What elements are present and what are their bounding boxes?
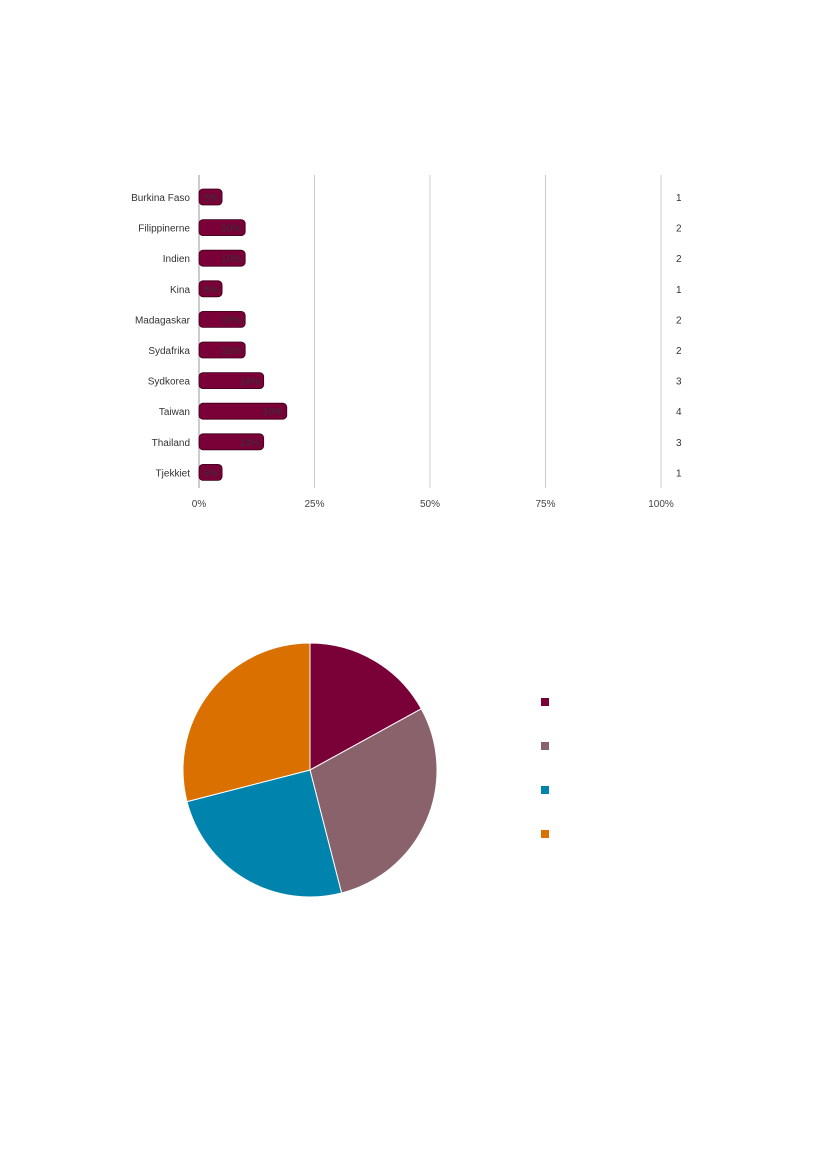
- category-label: Madagaskar: [135, 315, 191, 326]
- pie-chart: [182, 642, 549, 898]
- x-tick-label: 25%: [304, 499, 324, 510]
- x-tick-label: 50%: [420, 499, 440, 510]
- bar-data-label: 10%: [221, 346, 241, 357]
- count-label: 2: [676, 315, 682, 326]
- bar-data-label: 10%: [221, 315, 241, 326]
- bar: [198, 341, 246, 359]
- bar: [198, 188, 223, 206]
- category-label: Filippinerne: [138, 224, 190, 235]
- bar-data-label: 14%: [240, 438, 260, 449]
- pie-slice: [186, 769, 343, 898]
- x-tick-label: 75%: [535, 499, 555, 510]
- pie-slice: [309, 642, 422, 771]
- x-tick-label: 100%: [648, 499, 674, 510]
- bar: [198, 372, 265, 390]
- bar-data-label: 10%: [221, 254, 241, 265]
- bar: [198, 402, 288, 420]
- pie-slice: [309, 708, 438, 894]
- count-label: 3: [676, 377, 682, 388]
- bar-gridlines: [198, 175, 662, 488]
- bar-data-label: 14%: [240, 377, 260, 388]
- category-label: Taiwan: [159, 407, 190, 418]
- pie-legend: [541, 698, 549, 838]
- category-label: Thailand: [152, 438, 190, 449]
- count-label: 3: [676, 438, 682, 449]
- count-label: 2: [676, 346, 682, 357]
- pie-slices: [182, 642, 438, 898]
- count-label: 1: [676, 468, 682, 479]
- bar: [198, 463, 223, 481]
- bar: [198, 310, 246, 328]
- legend-marker: [541, 742, 549, 750]
- count-label: 1: [676, 285, 682, 296]
- bar-marks: [198, 188, 288, 481]
- bar-data-label: 5%: [204, 285, 219, 296]
- category-label: Tjekkiet: [156, 468, 191, 479]
- category-label: Indien: [163, 254, 190, 265]
- pie-slice: [182, 642, 311, 803]
- category-label: Burkina Faso: [131, 193, 190, 204]
- bar: [198, 280, 223, 298]
- category-label: Sydkorea: [148, 377, 191, 388]
- bar-labels: 0% 25% 50% 75% 100%Burkina Faso 5% 1Filippiner…: [131, 193, 682, 510]
- x-tick-label: 0%: [192, 499, 207, 510]
- bar-data-label: 19%: [263, 407, 283, 418]
- bar: [198, 249, 246, 267]
- count-label: 2: [676, 254, 682, 265]
- bar-data-label: 10%: [221, 224, 241, 235]
- category-label: Sydafrika: [148, 346, 190, 357]
- bar: [198, 219, 246, 237]
- bar-data-label: 5%: [204, 468, 219, 479]
- count-label: 2: [676, 224, 682, 235]
- count-label: 1: [676, 193, 682, 204]
- bar-data-label: 5%: [204, 193, 219, 204]
- category-label: Kina: [170, 285, 190, 296]
- legend-marker: [541, 698, 549, 706]
- bar-chart: 0% 25% 50% 75% 100%Burkina Faso 5% 1Filippiner…: [131, 175, 682, 510]
- count-label: 4: [676, 407, 682, 418]
- legend-marker: [541, 830, 549, 838]
- bar: [198, 433, 265, 451]
- legend-marker: [541, 786, 549, 794]
